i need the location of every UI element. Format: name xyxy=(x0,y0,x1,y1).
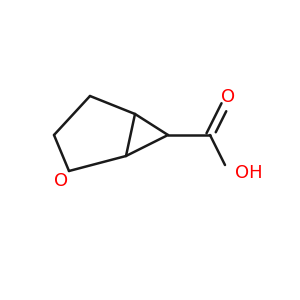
Text: O: O xyxy=(221,88,235,106)
Text: O: O xyxy=(54,172,69,190)
Text: OH: OH xyxy=(236,164,263,181)
